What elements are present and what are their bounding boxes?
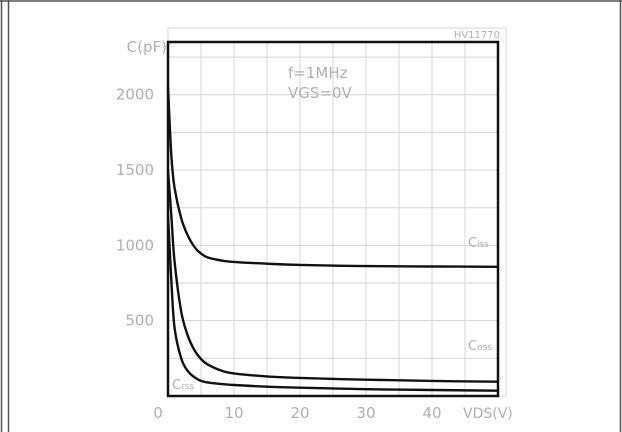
crss-label-sub: rss <box>181 382 194 392</box>
x-tick-label: 30 <box>356 404 375 422</box>
series-lines <box>166 87 499 392</box>
coss-label-main: C <box>468 339 477 354</box>
coss-label-sub: oss <box>477 343 492 353</box>
x-tick-label: 20 <box>290 404 309 422</box>
ciss-label-main: C <box>468 236 477 251</box>
condition-vgs: VGS=0V <box>288 84 353 102</box>
series-crss-line <box>166 215 499 392</box>
coss-label: Coss <box>468 339 492 354</box>
y-tick-label: 500 <box>125 312 154 330</box>
series-ciss-line <box>166 87 499 268</box>
x-tick-label: 40 <box>422 404 441 422</box>
x-axis-label: VDS(V) <box>463 406 513 422</box>
y-tick-label: 2000 <box>116 86 154 104</box>
y-tick-label: 1000 <box>116 236 154 254</box>
series-coss-line <box>166 169 499 383</box>
x-tick-label: 10 <box>224 404 243 422</box>
ref-code: HV11770 <box>454 30 500 41</box>
ciss-label-sub: iss <box>477 240 489 250</box>
y-axis-label: C(pF) <box>127 38 167 56</box>
tick-labels: 0 10 20 30 40 500 1000 1500 2000 <box>116 86 442 422</box>
grid <box>167 27 507 397</box>
crss-label: Crss <box>172 378 194 393</box>
condition-frequency: f=1MHz <box>288 64 348 82</box>
x-tick-label: 0 <box>153 404 163 422</box>
crss-label-main: C <box>172 378 181 393</box>
y-tick-label: 1500 <box>116 161 154 179</box>
ciss-label: Ciss <box>468 236 489 251</box>
